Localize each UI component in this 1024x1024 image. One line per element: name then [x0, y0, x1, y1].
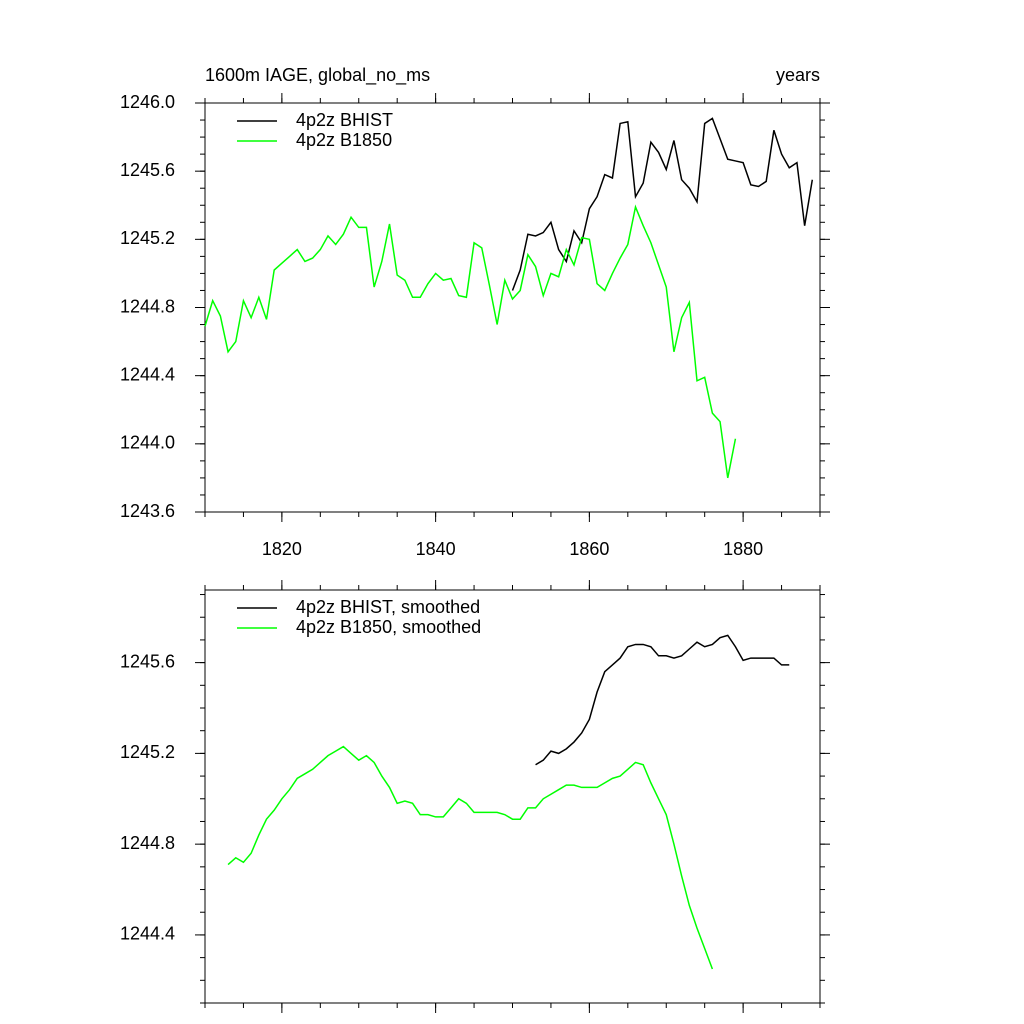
plot-frame [204, 589, 821, 1004]
y-tick-label: 1244.0 [120, 433, 175, 453]
chart-subtitle: years [776, 65, 820, 85]
legend-label: 4p2z BHIST, smoothed [296, 597, 480, 617]
x-tick-label: 1860 [569, 539, 609, 559]
data-line [535, 634, 790, 766]
x-tick-label: 1840 [416, 539, 456, 559]
y-tick-label: 1244.8 [120, 833, 175, 853]
y-tick-label: 1245.6 [120, 160, 175, 180]
data-line [227, 745, 714, 970]
plot-frame [204, 102, 821, 513]
legend-label: 4p2z B1850, smoothed [296, 617, 481, 637]
x-tick-label: 1820 [262, 539, 302, 559]
chart-title: 1600m IAGE, global_no_ms [205, 65, 430, 86]
y-tick-label: 1245.6 [120, 651, 175, 671]
data-line [511, 117, 814, 291]
legend-label: 4p2z BHIST [296, 110, 393, 130]
legend-label: 4p2z B1850 [296, 130, 392, 150]
y-tick-label: 1244.4 [120, 924, 175, 944]
y-tick-label: 1245.2 [120, 228, 175, 248]
data-line [204, 204, 737, 479]
y-tick-label: 1245.2 [120, 742, 175, 762]
x-tick-label: 1880 [723, 539, 763, 559]
y-tick-label: 1244.8 [120, 296, 175, 316]
y-tick-label: 1246.0 [120, 92, 175, 112]
y-tick-label: 1243.6 [120, 501, 175, 521]
y-tick-label: 1244.4 [120, 364, 175, 384]
